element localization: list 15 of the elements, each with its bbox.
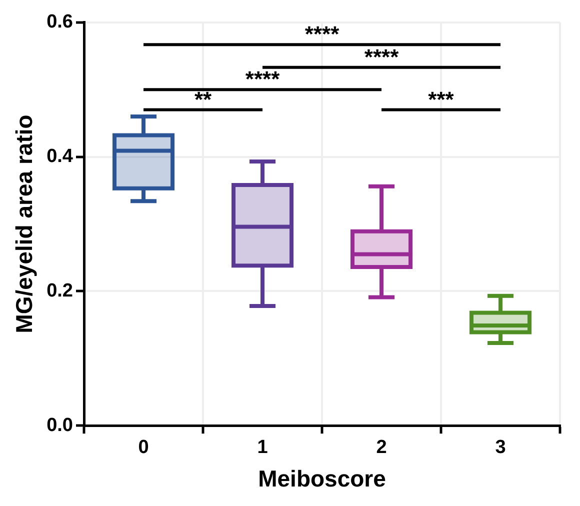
x-axis-title: Meiboscore [258,466,386,492]
x-tick-label: 2 [376,437,387,458]
y-tick-label: 0.2 [46,280,74,302]
annotation: **** [245,66,280,92]
y-tick-label: 0.6 [46,12,74,33]
annotation: **** [364,44,400,70]
annotation: **** [304,22,340,47]
x-tick-label: 0 [138,437,149,458]
x-tick-label: 1 [257,437,268,458]
y-tick-label: 0.0 [46,414,74,436]
annotation: *** [428,86,454,112]
y-tick-label: 0.4 [46,146,74,168]
x-tick-label: 3 [495,437,506,458]
y-axis-title: MG/eyelid area ratio [11,114,38,334]
annotation: ** [194,86,212,112]
